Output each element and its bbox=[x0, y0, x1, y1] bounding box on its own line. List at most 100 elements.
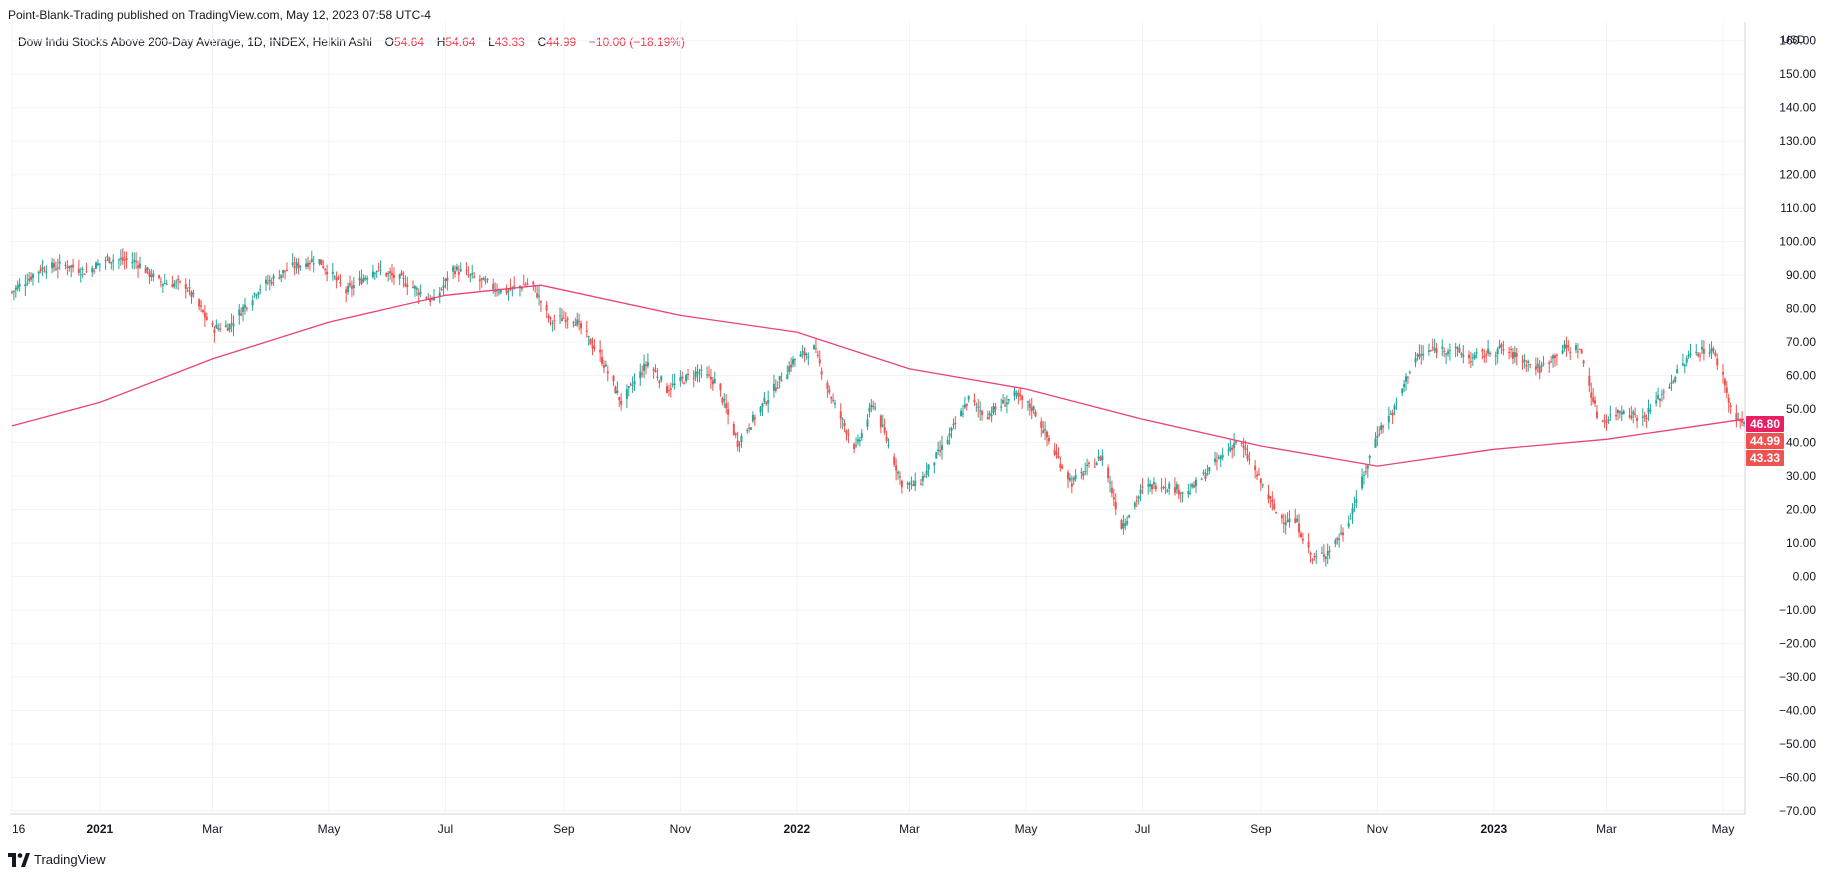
candle-body bbox=[799, 353, 802, 357]
candle-body bbox=[1351, 508, 1354, 514]
candle-body bbox=[379, 269, 382, 271]
candle-body bbox=[1193, 485, 1196, 488]
candle-body bbox=[900, 480, 903, 488]
candle-body bbox=[1403, 383, 1406, 388]
candle-body bbox=[855, 445, 858, 447]
candle-body bbox=[748, 427, 751, 429]
candle-body bbox=[841, 418, 844, 420]
y-tick-label: 30.00 bbox=[1786, 469, 1816, 483]
candle-body bbox=[1483, 355, 1486, 358]
candle-body bbox=[658, 381, 661, 384]
candle-body bbox=[538, 295, 541, 297]
candle-body bbox=[977, 406, 980, 408]
candle-body bbox=[1510, 349, 1513, 351]
candle-body bbox=[245, 307, 248, 309]
candle-body bbox=[205, 316, 208, 320]
candle-body bbox=[897, 471, 900, 474]
candle-body bbox=[91, 268, 94, 273]
candle-body bbox=[492, 283, 495, 290]
candle-body bbox=[1366, 465, 1369, 469]
candle-body bbox=[66, 266, 69, 268]
candle-body bbox=[1574, 345, 1577, 351]
candle-body bbox=[255, 295, 258, 297]
candle-body bbox=[1259, 478, 1262, 484]
candle-body bbox=[774, 387, 777, 391]
candle-body bbox=[1540, 365, 1543, 368]
y-tick-label: −70.00 bbox=[1779, 804, 1816, 818]
y-tick-label: −10.00 bbox=[1779, 603, 1816, 617]
candle-body bbox=[373, 272, 376, 274]
y-tick-label: −40.00 bbox=[1779, 704, 1816, 718]
candle-body bbox=[1326, 551, 1329, 556]
candle-body bbox=[1594, 400, 1597, 404]
candle-body bbox=[1729, 405, 1732, 407]
candle-body bbox=[673, 383, 676, 385]
candle-body bbox=[547, 315, 550, 319]
candle-body bbox=[1235, 441, 1238, 443]
candle-body bbox=[1395, 402, 1398, 404]
candle-body bbox=[1494, 355, 1497, 357]
candle-body bbox=[885, 436, 888, 442]
candle-body bbox=[961, 413, 964, 415]
candle-body bbox=[853, 443, 856, 450]
candle-body bbox=[219, 328, 222, 330]
candle-body bbox=[847, 434, 850, 436]
candle-body bbox=[946, 440, 949, 445]
candle-body bbox=[1005, 402, 1008, 405]
candle-body bbox=[1313, 556, 1316, 558]
candle-body bbox=[866, 419, 869, 427]
candle-body bbox=[1632, 411, 1635, 415]
candle-body bbox=[750, 427, 753, 430]
candle-body bbox=[587, 335, 590, 337]
candle-body bbox=[1248, 459, 1251, 461]
candle-body bbox=[347, 285, 350, 292]
candle-body bbox=[960, 410, 963, 417]
candle-body bbox=[1097, 456, 1100, 459]
candle-body bbox=[536, 293, 539, 298]
candle-body bbox=[1534, 366, 1537, 370]
candle-body bbox=[72, 264, 75, 268]
candle-body bbox=[1603, 419, 1606, 421]
candle-body bbox=[400, 272, 403, 276]
candle-body bbox=[788, 366, 791, 373]
candle-body bbox=[1166, 489, 1169, 492]
candle-body bbox=[211, 323, 214, 325]
candle-body bbox=[1015, 393, 1018, 395]
candle-body bbox=[1227, 450, 1230, 452]
x-tick-label: Mar bbox=[1596, 822, 1617, 836]
candle-body bbox=[1256, 474, 1259, 477]
candle-body bbox=[1334, 540, 1337, 544]
candle-body bbox=[629, 383, 632, 385]
candle-body bbox=[1028, 403, 1031, 408]
candle-body bbox=[790, 364, 793, 368]
candle-body bbox=[1588, 375, 1591, 386]
candle-body bbox=[1315, 555, 1318, 557]
candle-body bbox=[721, 397, 724, 403]
candle-body bbox=[1162, 486, 1165, 488]
candle-body bbox=[131, 261, 134, 264]
candle-body bbox=[266, 282, 269, 284]
candle-body bbox=[419, 292, 422, 294]
candle-body bbox=[184, 284, 187, 289]
candle-body bbox=[440, 288, 443, 290]
candle-body bbox=[686, 373, 689, 375]
candle-body bbox=[1003, 405, 1006, 407]
candle-body bbox=[1702, 348, 1705, 354]
candle-body bbox=[927, 464, 930, 470]
candle-body bbox=[601, 356, 604, 364]
candle-body bbox=[950, 427, 953, 432]
candle-body bbox=[190, 291, 193, 297]
candle-body bbox=[371, 271, 374, 277]
x-tick-label: May bbox=[1712, 822, 1735, 836]
candle-body bbox=[117, 259, 120, 261]
candle-body bbox=[1288, 518, 1291, 523]
candle-body bbox=[32, 274, 35, 278]
candle-body bbox=[746, 430, 749, 432]
candle-body bbox=[1616, 410, 1619, 413]
candle-body bbox=[337, 277, 340, 279]
candle-body bbox=[793, 359, 796, 361]
candle-body bbox=[1657, 395, 1660, 399]
candle-body bbox=[77, 268, 80, 273]
candle-body bbox=[761, 403, 764, 408]
